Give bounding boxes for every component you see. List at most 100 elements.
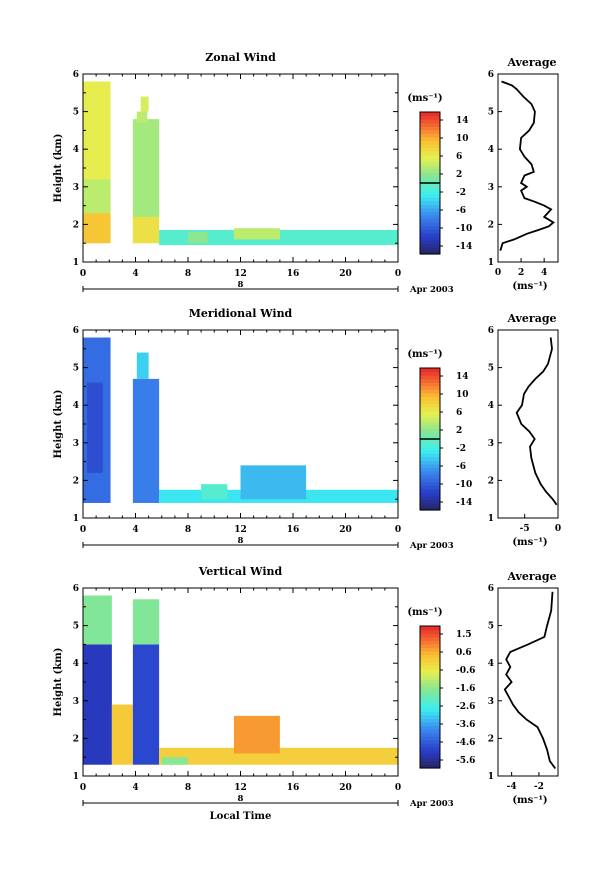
y-tick-label: 6 [73, 70, 79, 80]
colorbar-swatch [420, 392, 440, 397]
colorbar-swatch [420, 750, 440, 755]
colorbar-swatch [420, 421, 440, 426]
colorbar-swatch [420, 488, 440, 493]
colorbar-swatch [420, 657, 440, 663]
colorbar-swatch [420, 214, 440, 220]
colorbar-tick-label: -10 [456, 480, 472, 490]
y-tick-label: 5 [73, 364, 79, 374]
colorbar-swatch [420, 439, 440, 444]
profile-frame [497, 329, 559, 519]
colorbar-swatch [420, 661, 440, 666]
colorbar-tick-label: 2 [456, 426, 462, 436]
colorbar-swatch [420, 707, 440, 712]
heatmap-cell [132, 378, 160, 503]
profile-y-tick-label: 5 [488, 108, 494, 118]
heatmap [83, 81, 398, 246]
profile-y-tick-label: 4 [488, 145, 494, 155]
colorbar-swatch [420, 407, 440, 412]
profile-y-tick-label: 2 [488, 734, 494, 744]
colorbar-swatch [420, 225, 440, 230]
heatmap-cell [201, 484, 228, 500]
colorbar-swatch [420, 629, 440, 634]
colorbar-tick-label: -2 [456, 444, 466, 454]
profile-x-tick-label: 2 [518, 268, 524, 278]
profile-x-tick-label: -5 [520, 524, 530, 534]
colorbar-swatch [420, 474, 440, 479]
x-tick-label: 0 [80, 525, 86, 535]
x-tick-label: 16 [287, 525, 300, 535]
y-axis-label: Height (km) [53, 648, 64, 717]
chart-title: Vertical Wind [198, 565, 283, 578]
x-tick-label: 8 [185, 269, 191, 279]
profile-x-tick-label: 4 [541, 268, 547, 278]
colorbar-tick-label: -6 [456, 462, 466, 472]
colorbar-swatch [420, 739, 440, 744]
profile-x-label: (ms⁻¹) [512, 281, 547, 292]
colorbar-swatch [420, 239, 440, 244]
colorbar-unit: (ms⁻¹) [407, 349, 442, 360]
y-tick-label: 4 [73, 659, 79, 669]
colorbar-swatch [420, 463, 440, 468]
colorbar-swatch [420, 704, 440, 709]
profile-line [499, 80, 555, 251]
colorbar-swatch [420, 172, 440, 177]
colorbar-swatch [420, 133, 440, 138]
heatmap-cell [132, 644, 160, 765]
profile-title: Average [506, 56, 556, 69]
x-tick-label: 12 [234, 525, 247, 535]
colorbar-tick-label: 10 [456, 390, 469, 400]
x-tick-label: 0 [395, 269, 401, 279]
colorbar-unit: (ms⁻¹) [407, 93, 442, 104]
colorbar-swatch [420, 442, 440, 447]
colorbar-swatch [420, 485, 440, 490]
colorbar-swatch [420, 675, 440, 680]
y-tick-label: 2 [73, 476, 79, 486]
colorbar-tick-label: 10 [456, 134, 469, 144]
profile-line [503, 591, 557, 770]
colorbar-swatch [420, 371, 440, 376]
heatmap-cell [132, 599, 160, 645]
profile-y-tick-label: 5 [488, 622, 494, 632]
x-tick-label: 16 [287, 783, 300, 793]
y-tick-label: 6 [73, 584, 79, 594]
colorbar-tick-label: 6 [456, 152, 462, 162]
colorbar-swatch [420, 129, 440, 134]
x-tick-label: 0 [395, 525, 401, 535]
colorbar-swatch [420, 119, 440, 124]
colorbar-swatch [420, 643, 440, 648]
y-tick-label: 1 [73, 772, 79, 782]
colorbar-swatch [420, 449, 440, 454]
colorbar-swatch [420, 492, 440, 497]
heatmap-cell [83, 595, 112, 645]
colorbar-swatch [420, 168, 440, 173]
heatmap-cell [111, 704, 133, 765]
colorbar-swatch [420, 246, 440, 252]
date-label: Apr 2003 [409, 541, 454, 551]
colorbar-swatch [420, 672, 440, 677]
heatmap-cell [83, 213, 111, 244]
colorbar-swatch [420, 721, 440, 726]
colorbar-swatch [420, 175, 440, 181]
colorbar-swatch [420, 686, 440, 691]
profile-y-tick-label: 1 [488, 514, 494, 524]
colorbar-tick-label: -3.6 [456, 720, 475, 730]
colorbar-swatch [420, 151, 440, 156]
colorbar-swatch [420, 389, 440, 394]
colorbar-swatch [420, 506, 440, 511]
colorbar: (ms⁻¹) 1.5 0.6 -0.6 -1.6 -2.6 -3.6 -4.6 -5.6 [407, 607, 475, 769]
chart-title: Zonal Wind [205, 51, 276, 64]
colorbar: (ms⁻¹) 14 10 6 2 -2 -6 -10 -14 [407, 93, 472, 255]
colorbar-swatch [420, 211, 440, 216]
colorbar-swatch [420, 424, 440, 429]
heatmap-cell [83, 179, 111, 214]
y-tick-label: 1 [73, 514, 79, 524]
colorbar-swatch [420, 636, 440, 641]
x-tick-label: 4 [132, 525, 138, 535]
colorbar-swatch [420, 179, 440, 184]
heatmap-cell [83, 644, 112, 765]
colorbar-swatch [420, 161, 440, 166]
x-tick-label: 16 [287, 269, 300, 279]
heatmap-cell [86, 382, 103, 473]
